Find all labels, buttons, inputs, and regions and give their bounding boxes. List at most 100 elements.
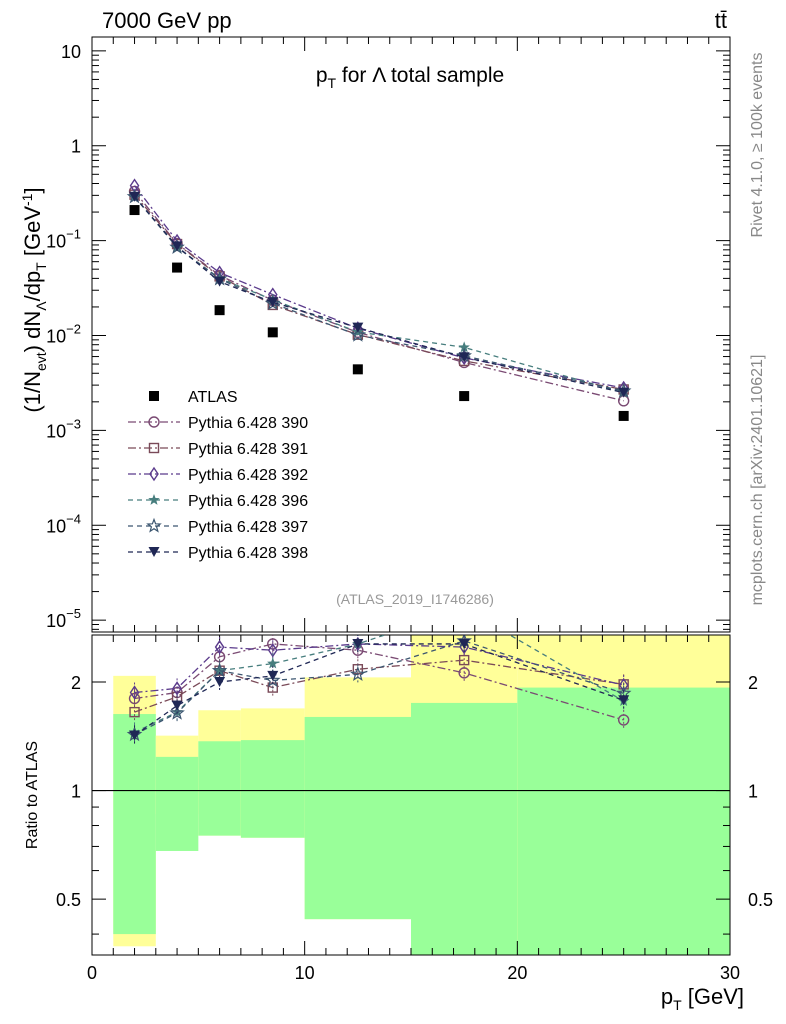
main-y-tick-label-exp: −4 [66, 511, 81, 526]
main-point-s0-5 [459, 391, 470, 402]
green-band-5 [411, 702, 518, 955]
main-series-layer [126, 178, 632, 421]
ratio-point-s3-3 [267, 657, 279, 669]
x-tick-label: 0 [87, 963, 97, 983]
main-y-tick-label: 1 [71, 137, 81, 157]
mcplots-label: mcplots.cern.ch [arXiv:2401.10621] [749, 355, 766, 606]
main-point-s5-4 [350, 326, 366, 342]
legend-marker-5 [146, 517, 162, 533]
ratio-y-axis-label: Ratio to ATLAS [24, 741, 41, 849]
ratio-point-s5-1 [171, 700, 183, 711]
main-y-axis-label: (1/Nevt) dNΛ/dpT [GeV-1] [19, 187, 49, 412]
green-band-1 [155, 756, 199, 851]
ratio-point-s2-1 [172, 681, 182, 696]
main-y-tick-label: 10−1 [46, 227, 81, 252]
ratio-y-tick-label-right: 0.5 [748, 890, 773, 910]
chart-title-p: p [316, 64, 328, 87]
analysis-watermark: (ATLAS_2019_I1746286) [336, 591, 494, 607]
legend-marker-2 [148, 442, 160, 454]
main-y-tick-label-exp: −1 [66, 227, 81, 242]
main-point-s6-2 [214, 276, 226, 287]
ratio-point-s5-5 [458, 638, 470, 649]
main-point-s6-0 [129, 191, 141, 202]
main-point-s0-3 [267, 327, 278, 338]
main-series-line-2 [134, 194, 624, 391]
main-point-s0-2 [214, 305, 225, 316]
x-tick-label: 10 [295, 963, 315, 983]
main-point-s0-0 [129, 205, 140, 216]
ratio-point-s5-2 [214, 677, 226, 688]
ratio-point-s2-3 [267, 642, 278, 658]
legend-marker-3 [149, 466, 159, 482]
ratio-y-tick-label-left: 0.5 [56, 890, 81, 910]
main-point-s4-5 [458, 341, 470, 353]
legend-label-5: Pythia 6.428 397 [188, 519, 308, 536]
ylabel-part-d: [GeV [20, 206, 45, 263]
legend-label-2: Pythia 6.428 391 [188, 441, 308, 458]
main-y-tick-label: 10−4 [46, 511, 81, 536]
ylabel-sub-evt: evt [33, 352, 49, 371]
legend-label-6: Pythia 6.428 398 [188, 545, 308, 562]
ylabel-part-c: /dp [20, 271, 45, 302]
main-y-tick-label-base: 1 [71, 137, 81, 157]
green-band-4 [304, 716, 411, 920]
legend-marker-4 [148, 494, 160, 505]
ylabel-part-b: ) dN [20, 311, 45, 353]
main-point-s0-4 [352, 364, 363, 375]
green-band-2 [198, 741, 241, 836]
ratio-point-s1-5 [458, 654, 470, 666]
green-band-0 [113, 714, 156, 935]
ratio-y-tick-label-left: 1 [71, 782, 81, 802]
main-series-line-3 [134, 185, 624, 389]
chart-title: pT for Λ total sample [316, 64, 504, 91]
ratio-point-s4-4 [350, 666, 366, 682]
ratio-y-tick-label-right: 2 [748, 673, 758, 693]
ylabel-part-a: (1/N [20, 371, 45, 413]
xlabel-sub: T [673, 997, 682, 1013]
main-series-line-1 [134, 191, 624, 402]
ratio-point-s4-1 [169, 704, 185, 720]
main-y-tick-label-base: 10 [46, 232, 66, 252]
main-y-tick-label: 10−5 [46, 606, 81, 631]
ratio-point-s2-2 [214, 639, 225, 655]
main-point-s6-4 [352, 322, 364, 333]
legend: ATLAS Pythia 6.428 390 Pythia 6.428 391 Pyt… [128, 389, 308, 562]
main-y-tick-label-exp: −5 [66, 606, 81, 621]
xlabel-p: p [661, 984, 673, 1009]
legend-label-4: Pythia 6.428 396 [188, 493, 308, 510]
main-y-tick-label-exp: −3 [66, 416, 81, 431]
ylabel-sup: -1 [19, 193, 35, 206]
ratio-point-s5-0 [129, 730, 141, 741]
main-point-s0-1 [172, 262, 183, 273]
legend-label-1: Pythia 6.428 390 [188, 415, 308, 432]
legend-label-0: ATLAS [188, 389, 238, 406]
main-point-s6-5 [458, 352, 470, 363]
ratio-series-layer [126, 635, 632, 746]
x-axis-label: pT [GeV] [661, 984, 744, 1013]
rivet-version-label: Rivet 4.1.0, ≥ 100k events [749, 53, 766, 238]
main-y-tick-label-base: 10 [46, 327, 66, 347]
legend-marker-1 [148, 416, 160, 428]
ratio-y-tick-label-right: 1 [748, 782, 758, 802]
ratio-point-s5-6 [618, 695, 630, 706]
ratio-point-s1-0 [129, 706, 140, 718]
main-y-tick-label-base: 10 [46, 516, 66, 536]
ratio-point-s2-0 [129, 685, 140, 700]
ratio-point-s5-4 [352, 638, 364, 649]
main-series-line-5 [134, 196, 624, 392]
ratio-point-s5-3 [267, 670, 279, 681]
legend-label-3: Pythia 6.428 392 [188, 467, 308, 484]
main-y-tick-label-exp: −2 [66, 322, 81, 337]
main-point-s6-1 [171, 241, 183, 252]
main-point-s0-6 [618, 410, 629, 421]
green-band-3 [240, 740, 305, 838]
chart-title-sub: T [328, 75, 337, 91]
green-band-6 [517, 687, 730, 955]
ylabel-sub-t: T [33, 262, 49, 271]
ratio-panel: 0.5 0.51 12 20 10 20 30 [56, 634, 773, 983]
main-y-tick-label-base: 10 [46, 611, 66, 631]
main-y-tick-label-base: 10 [61, 42, 81, 62]
ratio-uncertainty-bands [113, 635, 730, 955]
ylabel-sub-lambda: Λ [33, 301, 49, 311]
